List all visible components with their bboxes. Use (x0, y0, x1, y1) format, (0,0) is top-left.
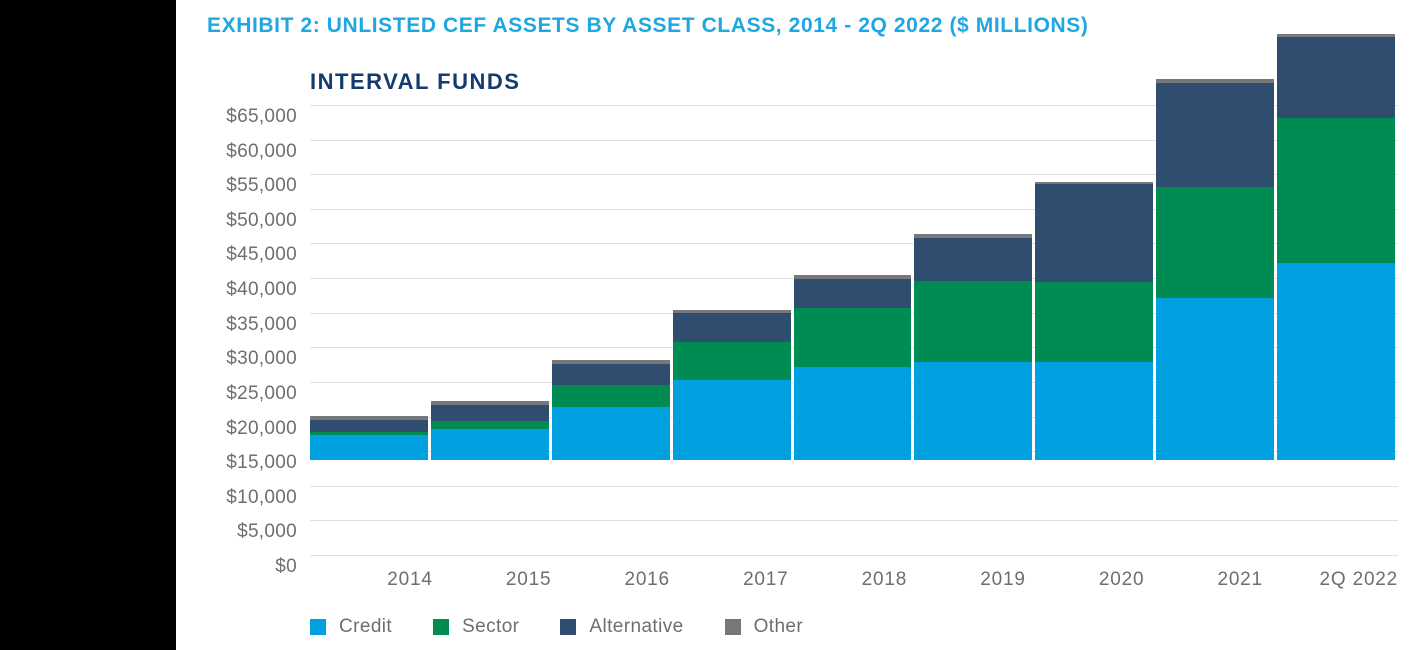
left-black-band (0, 0, 176, 650)
legend-item-alternative: Alternative (560, 616, 683, 638)
bar-segment-credit-2016 (551, 406, 670, 460)
y-axis-tick-label: $25,000 (226, 382, 297, 404)
x-axis-tick-label-2016: 2016 (624, 569, 670, 590)
bar-segment-credit-2q-2022 (1277, 262, 1395, 460)
bar-segment-credit-2017 (672, 380, 791, 460)
y-axis-tick-label: $40,000 (226, 279, 297, 301)
bar-segment-alternative-2021 (1156, 82, 1275, 188)
bar-segment-sector-2018 (793, 308, 912, 368)
bar-segment-sector-2021 (1156, 187, 1275, 298)
bar-segment-sector-2014 (310, 431, 428, 436)
bar-2021 (1156, 0, 1275, 555)
x-axis-tick-label-2018: 2018 (861, 569, 908, 590)
gridline-10000 (310, 485, 1398, 487)
legend-label-other: Other (753, 616, 804, 637)
y-axis-tick-label: $35,000 (226, 313, 297, 335)
bar-2017 (672, 0, 791, 555)
x-axis-tick-label-2019: 2019 (980, 569, 1026, 590)
bar-segment-credit-2021 (1156, 298, 1275, 460)
bar-segment-credit-2020 (1035, 361, 1154, 460)
legend-item-credit: Credit (310, 616, 392, 638)
bar-segment-other-2015 (430, 401, 549, 405)
legend-label-sector: Sector (462, 616, 520, 637)
gridline-0 (310, 555, 1398, 556)
y-axis-tick-label: $15,000 (226, 452, 297, 474)
y-axis-tick-label: $60,000 (226, 140, 297, 162)
legend-item-sector: Sector (433, 616, 519, 638)
bar-segment-other-2016 (551, 360, 670, 365)
x-axis-tick-label-2020: 2020 (1098, 569, 1145, 590)
bar-segment-alternative-2019 (914, 237, 1033, 281)
bar-segment-other-2014 (310, 415, 428, 420)
legend-swatch-other (724, 619, 741, 635)
bar-2q-2022 (1277, 0, 1395, 555)
x-axis-tick-label-2014: 2014 (387, 569, 433, 590)
bar-segment-other-2021 (1156, 79, 1275, 83)
bar-segment-alternative-2020 (1035, 184, 1154, 283)
bar-segment-sector-2020 (1035, 282, 1154, 362)
bar-segment-other-2018 (793, 275, 912, 279)
gridline-60000 (310, 139, 1398, 141)
y-axis-tick-label: $50,000 (226, 209, 297, 231)
bar-segment-sector-2017 (672, 341, 791, 381)
y-axis-tick-label: $10,000 (226, 486, 297, 508)
bar-segment-other-2q-2022 (1277, 34, 1395, 37)
bar-2020 (1035, 0, 1154, 555)
bar-segment-credit-2019 (914, 362, 1033, 460)
legend-label-credit: Credit (339, 616, 393, 637)
bar-segment-sector-2015 (430, 420, 549, 429)
bar-segment-alternative-2015 (430, 404, 549, 421)
gridline-5000 (310, 520, 1398, 522)
bar-segment-sector-2q-2022 (1277, 118, 1395, 263)
x-axis-tick-label-2017: 2017 (743, 569, 789, 590)
bar-segment-credit-2015 (430, 428, 549, 460)
bar-segment-alternative-2014 (310, 419, 428, 432)
y-axis-tick-label: $5,000 (237, 521, 297, 543)
exhibit-title: EXHIBIT 2: UNLISTED CEF ASSETS BY ASSET … (207, 14, 1089, 37)
gridline-65000 (310, 105, 1398, 106)
bar-segment-other-2017 (672, 309, 791, 313)
legend-swatch-sector (433, 619, 450, 635)
legend-label-alternative: Alternative (589, 616, 684, 637)
bar-segment-sector-2016 (551, 384, 670, 407)
bar-segment-alternative-2018 (793, 278, 912, 309)
legend-swatch-alternative (560, 619, 577, 635)
chart-title: INTERVAL FUNDS (310, 69, 521, 94)
bar-segment-alternative-2q-2022 (1277, 37, 1395, 118)
x-axis-tick-label-2021: 2021 (1217, 569, 1263, 590)
gridline-55000 (310, 174, 1398, 176)
bar-segment-credit-2018 (793, 367, 912, 460)
bar-2018 (793, 0, 912, 555)
x-axis-tick-label-2015: 2015 (505, 569, 552, 590)
bar-2019 (914, 0, 1033, 555)
y-axis-tick-label: $30,000 (226, 348, 297, 370)
y-axis-tick-label: $65,000 (226, 106, 297, 127)
gridline-50000 (310, 208, 1398, 210)
bar-segment-other-2020 (1035, 182, 1154, 185)
x-axis-tick-label-2q-2022: 2Q 2022 (1319, 569, 1399, 590)
gridline-45000 (310, 243, 1398, 245)
bar-segment-credit-2014 (310, 435, 428, 460)
y-axis-tick-label: $0 (275, 556, 297, 577)
bar-segment-alternative-2017 (672, 312, 791, 342)
y-axis-tick-label: $55,000 (226, 175, 297, 197)
bar-segment-alternative-2016 (551, 364, 670, 385)
legend-swatch-credit (310, 619, 326, 635)
bar-2016 (551, 0, 670, 555)
bar-2014 (310, 0, 428, 555)
legend-item-other: Other (724, 616, 804, 638)
y-axis-tick-label: $20,000 (226, 417, 297, 439)
y-axis-tick-label: $45,000 (226, 244, 297, 266)
bar-segment-sector-2019 (914, 280, 1033, 363)
chart-legend: Credit Sector Alternative Other (310, 616, 803, 638)
bar-2015 (430, 0, 549, 555)
bar-segment-other-2019 (914, 233, 1033, 238)
